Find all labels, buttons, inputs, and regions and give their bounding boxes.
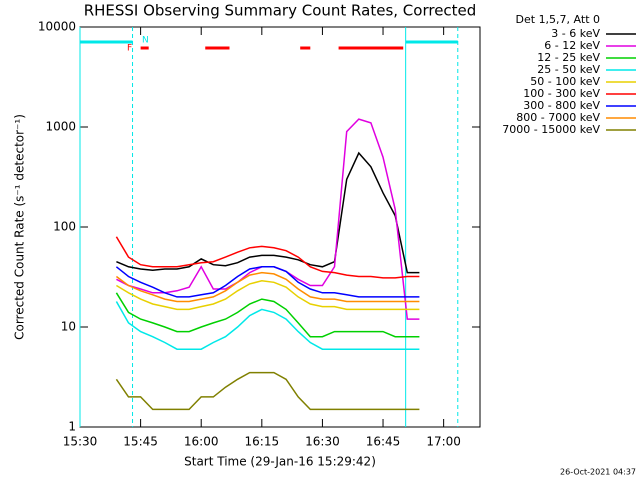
legend-label: 25 - 50 keV	[537, 63, 600, 76]
legend-label: 3 - 6 keV	[551, 27, 600, 40]
flare-label: F	[127, 44, 132, 54]
series-line	[115, 292, 420, 338]
x-tick-label: 16:00	[184, 435, 219, 449]
x-axis-label: Start Time (29-Jan-16 15:29:42)	[184, 455, 376, 469]
legend-label: 7000 - 15000 keV	[502, 123, 600, 136]
legend-label: 300 - 800 keV	[523, 99, 600, 112]
series-line	[115, 371, 420, 411]
night-label: N	[142, 36, 149, 46]
x-tick-label: 17:00	[426, 435, 461, 449]
chart-title: RHESSI Observing Summary Count Rates, Co…	[84, 2, 477, 20]
x-tick-label: 15:30	[63, 435, 98, 449]
y-tick-label: 100	[53, 220, 76, 234]
series-line	[116, 151, 420, 274]
plot-frame	[79, 26, 481, 428]
y-tick-label: 10000	[38, 20, 76, 34]
legend-title: Det 1,5,7, Att 0	[516, 13, 600, 26]
y-axis-label: Corrected Count Rate (s⁻¹ detector⁻¹)	[13, 114, 27, 340]
series-line	[115, 236, 420, 279]
y-tick-label: 10	[61, 320, 76, 334]
series-line	[115, 301, 420, 350]
y-tick-label: 1000	[45, 120, 76, 134]
x-tick-label: 16:15	[245, 435, 280, 449]
series-line	[115, 266, 420, 298]
series-line	[116, 118, 420, 320]
series-line	[116, 280, 420, 311]
legend-label: 12 - 25 keV	[537, 51, 600, 64]
legend-label: 100 - 300 keV	[523, 87, 600, 100]
legend-label: 800 - 7000 keV	[516, 111, 600, 124]
x-tick-label: 15:45	[123, 435, 158, 449]
y-tick-label: 1	[68, 420, 76, 434]
x-tick-label: 16:30	[305, 435, 340, 449]
x-tick-label: 16:45	[366, 435, 401, 449]
series-line	[115, 271, 420, 303]
legend-label: 6 - 12 keV	[544, 39, 600, 52]
footer: 26-Oct-2021 04:37	[560, 468, 636, 477]
legend-label: 50 - 100 keV	[530, 75, 600, 88]
